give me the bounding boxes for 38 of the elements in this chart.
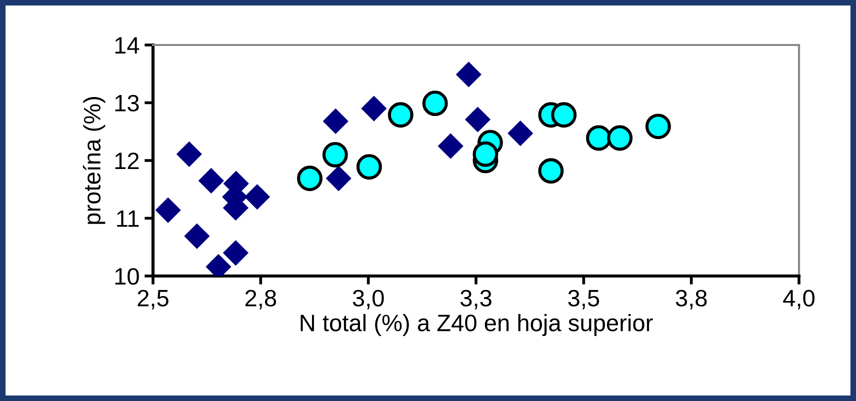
x-tick-label: 2,5 <box>138 290 168 310</box>
point <box>388 102 414 128</box>
point <box>356 154 382 180</box>
x-tick-label: 2,8 <box>245 290 276 310</box>
point <box>422 90 448 116</box>
y-tick-label: 13 <box>115 94 139 112</box>
point <box>508 120 534 146</box>
y-tick-label: 12 <box>115 152 139 170</box>
x-tick-label: 4,0 <box>783 290 814 310</box>
point <box>456 62 482 88</box>
point <box>326 166 352 192</box>
y-tick-label: 14 <box>115 37 140 54</box>
point <box>198 168 224 194</box>
point <box>538 158 564 184</box>
point <box>464 106 491 132</box>
point <box>607 125 633 151</box>
point <box>244 184 270 210</box>
point <box>297 166 322 192</box>
point <box>361 96 387 122</box>
point <box>586 125 612 151</box>
point <box>472 141 498 167</box>
y-tick-label: 11 <box>117 210 139 227</box>
point <box>155 197 181 223</box>
point <box>222 240 248 266</box>
point <box>176 141 202 167</box>
point <box>438 133 464 159</box>
point <box>322 108 348 134</box>
x-tick-label: 3,5 <box>568 290 600 310</box>
y-axis-title: proteína (%) <box>82 97 106 224</box>
x-tick-label: 3,3 <box>460 290 492 310</box>
point <box>322 142 348 168</box>
x-tick-label: 3,8 <box>676 290 707 310</box>
point <box>184 223 210 249</box>
point <box>645 114 671 140</box>
x-axis-title: N total (%) a Z40 en hoja superior <box>300 314 653 336</box>
y-tick-label: 10 <box>115 268 139 285</box>
x-tick-label: 3,0 <box>352 290 384 310</box>
point <box>551 102 577 128</box>
